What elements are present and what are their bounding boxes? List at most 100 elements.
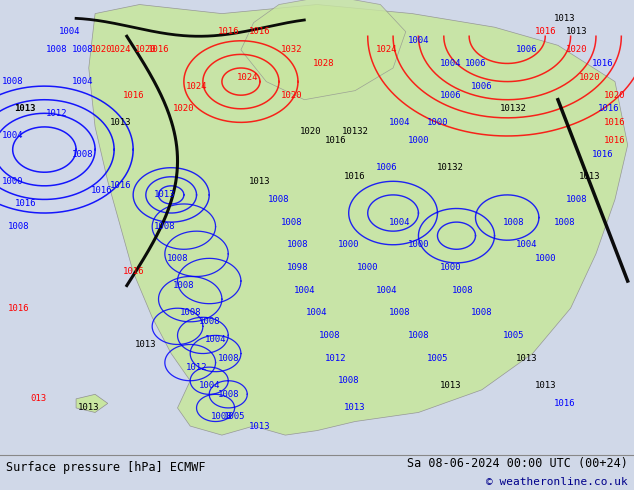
- Text: 1012: 1012: [325, 354, 347, 363]
- Text: 1016: 1016: [598, 104, 619, 113]
- Text: 1008: 1008: [198, 318, 220, 326]
- Text: 1008: 1008: [2, 77, 23, 86]
- Text: 1013: 1013: [249, 421, 271, 431]
- Text: 1016: 1016: [592, 149, 613, 159]
- Text: 1000: 1000: [534, 254, 556, 263]
- Text: 1013: 1013: [344, 403, 366, 413]
- Text: 1006: 1006: [465, 59, 486, 68]
- Text: 1024: 1024: [110, 46, 131, 54]
- Text: 1004: 1004: [439, 59, 461, 68]
- Text: 1098: 1098: [287, 263, 309, 272]
- Text: 1012: 1012: [46, 109, 68, 118]
- Text: 1004: 1004: [2, 131, 23, 141]
- Text: 1020: 1020: [135, 46, 157, 54]
- Text: 1016: 1016: [8, 304, 30, 313]
- Text: 1008: 1008: [72, 46, 93, 54]
- Text: 1013: 1013: [110, 118, 131, 127]
- Text: 1008: 1008: [217, 390, 239, 399]
- Text: 1008: 1008: [287, 240, 309, 249]
- Text: 1013: 1013: [579, 172, 600, 181]
- Text: 1013: 1013: [15, 104, 36, 113]
- Text: 1008: 1008: [211, 413, 233, 421]
- Text: 1020: 1020: [173, 104, 195, 113]
- Text: 1008: 1008: [389, 308, 410, 317]
- Text: 1008: 1008: [338, 376, 359, 385]
- Text: 1006: 1006: [471, 82, 493, 91]
- Text: 1016: 1016: [592, 59, 613, 68]
- Text: 10132: 10132: [500, 104, 527, 113]
- Text: 1008: 1008: [72, 149, 93, 159]
- Text: 1016: 1016: [148, 46, 169, 54]
- Text: 1012: 1012: [186, 363, 207, 371]
- Text: 1013: 1013: [249, 177, 271, 186]
- Text: 10132: 10132: [437, 163, 463, 172]
- Text: 1004: 1004: [205, 336, 226, 344]
- Text: 1013: 1013: [154, 191, 176, 199]
- Text: 1013: 1013: [515, 354, 537, 363]
- Text: 1004: 1004: [72, 77, 93, 86]
- Text: 1000: 1000: [427, 118, 448, 127]
- Text: 1004: 1004: [306, 308, 328, 317]
- Text: 1016: 1016: [122, 91, 144, 99]
- Text: 10132: 10132: [342, 127, 368, 136]
- Text: 1013: 1013: [439, 381, 461, 390]
- Text: 1005: 1005: [224, 413, 245, 421]
- Text: 1016: 1016: [604, 136, 626, 145]
- Text: 1008: 1008: [566, 195, 588, 204]
- Text: 1000: 1000: [408, 240, 429, 249]
- Text: 1008: 1008: [46, 46, 68, 54]
- Text: 1028: 1028: [313, 59, 334, 68]
- Text: 1016: 1016: [553, 399, 575, 408]
- Text: 1004: 1004: [389, 118, 410, 127]
- Text: 1016: 1016: [122, 268, 144, 276]
- Text: 1024: 1024: [236, 73, 258, 81]
- Text: 1000: 1000: [408, 136, 429, 145]
- Text: 1004: 1004: [376, 286, 398, 294]
- Text: 1006: 1006: [439, 91, 461, 99]
- Text: 1004: 1004: [515, 240, 537, 249]
- Text: 1008: 1008: [503, 218, 524, 226]
- Polygon shape: [241, 0, 406, 99]
- Text: 1005: 1005: [503, 331, 524, 340]
- Text: 1020: 1020: [604, 91, 626, 99]
- Text: Surface pressure [hPa] ECMWF: Surface pressure [hPa] ECMWF: [6, 461, 206, 474]
- Text: 1000: 1000: [439, 263, 461, 272]
- Text: 1004: 1004: [59, 27, 81, 36]
- Text: 1008: 1008: [471, 308, 493, 317]
- Text: 1013: 1013: [534, 381, 556, 390]
- Text: 1016: 1016: [344, 172, 366, 181]
- Text: 1016: 1016: [249, 27, 271, 36]
- Text: 1008: 1008: [553, 218, 575, 226]
- Text: 1004: 1004: [198, 381, 220, 390]
- Text: 1000: 1000: [357, 263, 378, 272]
- Text: 1016: 1016: [217, 27, 239, 36]
- Text: 1000: 1000: [338, 240, 359, 249]
- Text: 1004: 1004: [294, 286, 315, 294]
- Text: 1008: 1008: [408, 331, 429, 340]
- Text: 1008: 1008: [167, 254, 188, 263]
- Text: 1008: 1008: [217, 354, 239, 363]
- Text: 1020: 1020: [91, 46, 112, 54]
- Text: 1013: 1013: [78, 403, 100, 413]
- Text: 1004: 1004: [389, 218, 410, 226]
- Text: 1005: 1005: [427, 354, 448, 363]
- Polygon shape: [89, 4, 628, 435]
- Text: 1020: 1020: [300, 127, 321, 136]
- Text: 1024: 1024: [186, 82, 207, 91]
- Text: 1024: 1024: [376, 46, 398, 54]
- Text: 1020: 1020: [579, 73, 600, 81]
- Text: 1020: 1020: [566, 46, 588, 54]
- Text: 1016: 1016: [110, 181, 131, 190]
- Text: 1006: 1006: [376, 163, 398, 172]
- Text: 1008: 1008: [281, 218, 302, 226]
- Text: 1008: 1008: [319, 331, 340, 340]
- Text: 1000: 1000: [2, 177, 23, 186]
- Text: 1006: 1006: [515, 46, 537, 54]
- Text: 1016: 1016: [91, 186, 112, 195]
- Text: 1016: 1016: [604, 118, 626, 127]
- Text: 1032: 1032: [281, 46, 302, 54]
- Text: 1008: 1008: [8, 222, 30, 231]
- Polygon shape: [76, 394, 108, 413]
- Text: 1008: 1008: [173, 281, 195, 290]
- Text: Sa 08-06-2024 00:00 UTC (00+24): Sa 08-06-2024 00:00 UTC (00+24): [407, 457, 628, 470]
